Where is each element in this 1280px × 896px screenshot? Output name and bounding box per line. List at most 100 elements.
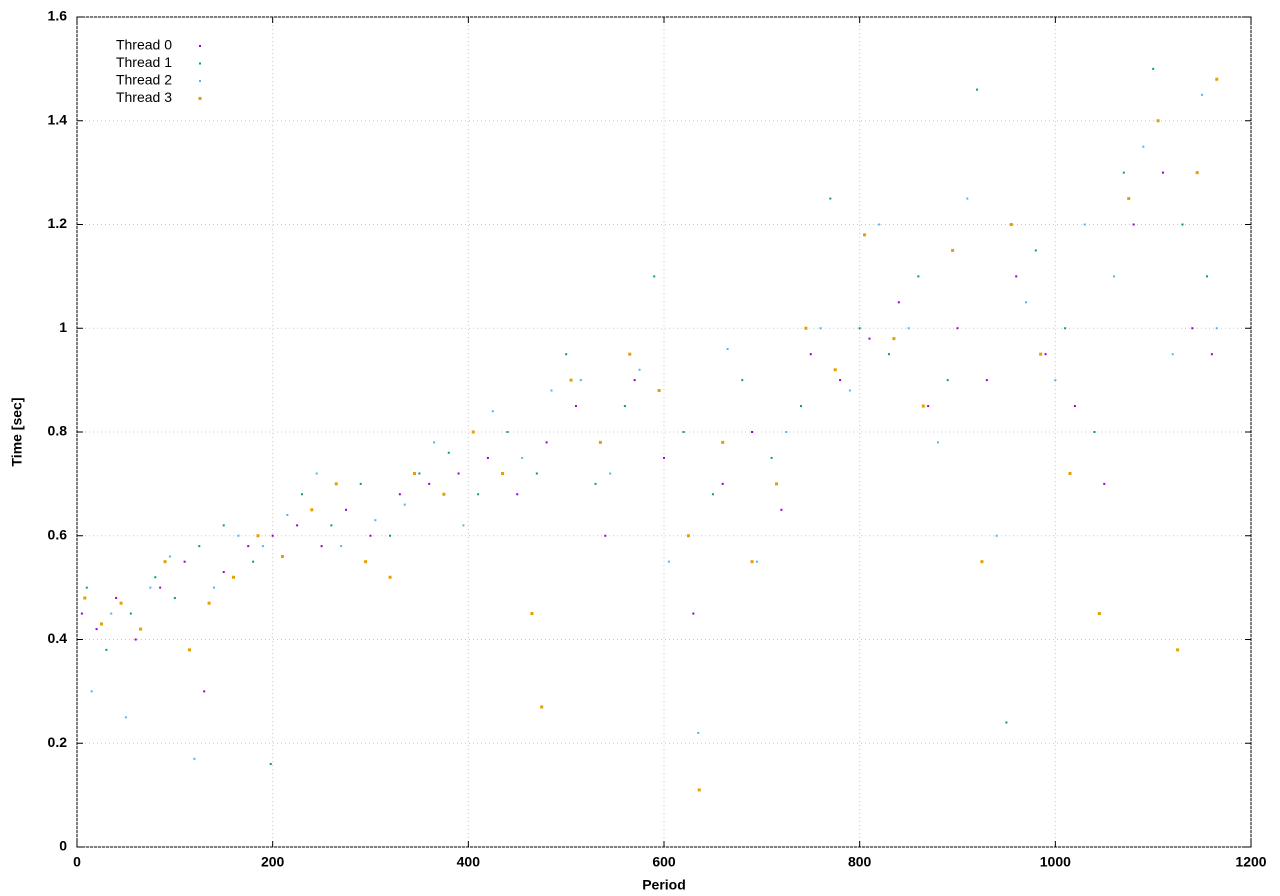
point [222,571,225,574]
point [667,560,670,563]
point [976,88,979,91]
point [457,472,460,475]
point [565,353,568,356]
point [833,368,837,372]
y-tick-label: 0.6 [48,526,68,542]
point [506,431,509,433]
point [633,379,636,382]
legend-label: Thread 1 [116,54,172,70]
point [280,555,284,558]
point [1171,353,1174,356]
point [124,716,127,719]
point [212,586,215,589]
point [726,348,729,350]
point [770,456,773,459]
point [345,508,348,511]
point [1034,249,1037,252]
legend-label: Thread 2 [116,72,172,88]
y-tick-label: 0.2 [48,734,68,750]
point [574,405,577,408]
x-axis-label: Period [642,877,686,893]
point [907,327,910,330]
point [751,431,754,433]
y-tick-label: 1 [59,319,67,335]
point [134,638,137,641]
legend-label: Thread 0 [116,37,172,53]
point [1039,352,1043,356]
point [296,524,299,527]
point [1009,223,1013,226]
point [486,456,489,459]
x-tick-label: 200 [261,854,285,870]
point [1024,301,1027,304]
point [491,410,494,413]
point [775,482,779,486]
point [334,482,338,486]
point [516,493,519,496]
point [256,534,260,538]
point [545,441,548,444]
point [129,612,132,615]
point [692,612,695,615]
point [159,586,162,589]
point [1142,145,1145,148]
point [1152,67,1155,70]
point [310,508,314,512]
point [99,622,103,626]
point [799,405,802,408]
point [530,612,534,616]
point [956,327,959,330]
point [653,275,656,278]
point [598,440,602,444]
point [888,353,891,356]
point [819,327,822,330]
point [721,440,725,444]
point [966,197,969,200]
point [413,472,417,475]
point [403,503,406,506]
point [839,379,842,382]
point [1093,431,1096,433]
point [1005,721,1008,724]
point [628,352,632,356]
point [927,405,930,408]
legend-marker [199,80,201,82]
x-tick-label: 600 [652,854,676,870]
point [447,451,450,454]
point [1015,275,1018,278]
point [721,482,724,485]
point [868,337,871,340]
point [858,327,861,330]
legend-marker [199,62,201,65]
point [936,441,939,444]
x-tick-label: 1000 [1040,854,1071,870]
point [1127,197,1131,201]
point [780,508,783,511]
point [1073,405,1076,408]
point [540,705,544,709]
point [1191,327,1194,330]
point [90,690,93,693]
point [359,482,362,485]
point [389,534,392,537]
x-tick-label: 800 [848,854,872,870]
point [594,482,597,485]
point [521,456,524,459]
point [364,560,368,564]
y-tick-label: 1.6 [48,8,68,24]
point [369,534,372,537]
point [163,560,167,564]
point [623,405,626,408]
point [207,601,211,605]
point [1132,223,1135,226]
point [232,575,236,579]
point [330,524,333,527]
point [750,560,754,564]
point [579,379,582,382]
x-tick-label: 400 [457,854,481,870]
point [829,197,832,200]
point [1215,327,1218,330]
point [878,223,881,226]
y-tick-label: 0.4 [48,630,68,646]
